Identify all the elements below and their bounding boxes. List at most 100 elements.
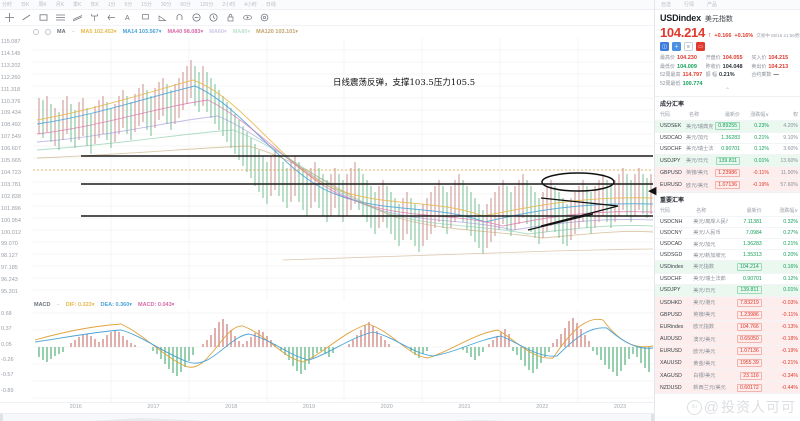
table-row[interactable]: XAGUSD 白银/美元 23.116 -0.34%	[655, 369, 800, 382]
ma-legend[interactable]: MA − MA5 102.453▾ MA14 103.567▾ MA40 98.…	[0, 26, 654, 38]
timeframe-strip[interactable]: 分时 日K 周K 月K 季K 年K 1分 5分 15分 30分 60分 120分…	[0, 0, 654, 10]
timeframe-item[interactable]: 日K	[21, 2, 30, 8]
ma-item-ma14[interactable]: MA14 103.567▾	[122, 29, 162, 35]
ma-item-ma120[interactable]: MA120 103.101▾	[256, 29, 299, 35]
col-change[interactable]: 涨跌幅∨	[779, 208, 798, 215]
range-handle-right[interactable]	[651, 414, 654, 421]
zoom-out-icon[interactable]	[191, 13, 201, 23]
price-plot-area[interactable]: 115.087 114.145 113.202 112.260 111.318 110.3…	[0, 38, 656, 300]
table-row[interactable]: USDindex 美元指数 104.214 0.16%	[655, 260, 800, 274]
cell-code[interactable]: USDSEK	[660, 123, 682, 130]
channel-icon[interactable]	[72, 13, 82, 23]
table-row[interactable]: USDHKD 美元/港元 7.83219 -0.03%	[655, 296, 800, 309]
range-handle-left[interactable]	[0, 414, 3, 421]
cell-code[interactable]: USDCNH	[660, 218, 683, 225]
table-row[interactable]: EURUSD 欧元/美元 1.07136 -0.19%	[655, 345, 800, 358]
timeframe-item[interactable]: 4小时	[244, 2, 257, 8]
clock-icon[interactable]	[208, 13, 218, 23]
col-weight[interactable]: 权	[792, 112, 798, 118]
timeframe-item[interactable]: 2小时	[222, 2, 236, 8]
ma-item-ma60[interactable]: MA60▾	[209, 29, 227, 35]
delete-icon[interactable]: ▭	[696, 42, 705, 51]
col-name[interactable]: 名称	[689, 112, 700, 118]
ma-item-ma80[interactable]: MA80▾	[232, 29, 251, 35]
col-change[interactable]: 涨跌幅∨	[750, 112, 769, 118]
fib-icon[interactable]	[55, 13, 65, 23]
table-row[interactable]: USDCNY 美元/人民币 7.0984 0.27%	[655, 227, 800, 239]
side-tab-products[interactable]: 产品	[707, 2, 718, 8]
table-row[interactable]: USDJPY 美元/日元 139.811 0.01%	[655, 284, 800, 297]
table-row[interactable]: NZDUSD 新西兰元/美元 0.60172 -0.44%	[655, 381, 800, 394]
eye-icon[interactable]	[242, 13, 252, 23]
cell-code[interactable]: USDCHF	[660, 145, 682, 152]
timeframe-item[interactable]: 月K	[55, 2, 65, 8]
side-tab-quotes[interactable]: 行情	[684, 2, 695, 8]
timeframe-item[interactable]: 1分	[107, 2, 116, 8]
magnet-icon[interactable]	[174, 13, 184, 23]
components-fx-table[interactable]: 代码 名称 最新价 涨跌幅∨ 权 USDSEK 美元/瑞典克朗0.89255 0.2…	[655, 110, 800, 192]
macd-plot-area[interactable]: 0.68 0.37 0.05 -0.26 -0.57 -0.89	[0, 310, 654, 402]
timeframe-item[interactable]: 30分	[160, 2, 172, 8]
table-row[interactable]: USDCAD 美元/加元 1.36283 0.21% 9.10%	[655, 132, 800, 144]
cell-code[interactable]: GBPUSD	[660, 169, 682, 176]
cell-code[interactable]: USDCAD	[660, 241, 682, 248]
side-tabs[interactable]: 自选 行情 产品	[655, 0, 800, 10]
table-row[interactable]: USDSGD 美元/新加坡元 1.35313 0.20%	[655, 250, 800, 261]
chart-icon[interactable]: ◫	[660, 42, 669, 51]
crosshair-icon[interactable]	[4, 13, 14, 23]
alert-icon[interactable]: ≡	[684, 42, 693, 51]
cell-code[interactable]: USDSGD	[660, 252, 683, 259]
cell-code[interactable]: XAUUSD	[660, 360, 682, 367]
ma-settings-icon[interactable]	[33, 29, 39, 35]
timeframe-item[interactable]: 5分	[124, 2, 133, 8]
timeframe-item[interactable]: 60分	[180, 2, 191, 8]
table-row[interactable]: USDSEK 美元/瑞典克朗0.89255 0.23% 4.20%	[655, 120, 800, 133]
cell-code[interactable]: USDCAD	[660, 134, 682, 141]
ma-visibility-icon[interactable]	[45, 29, 51, 35]
cell-code[interactable]: XAGUSD	[660, 372, 682, 379]
range-navigator[interactable]	[0, 413, 654, 421]
table-row[interactable]: EURUSD 欧元/美元 1.07136 -0.19% 57.60%	[655, 178, 800, 192]
ma-item-ma5[interactable]: MA5 102.453▾	[80, 29, 117, 35]
settings-icon[interactable]	[259, 13, 269, 23]
macd-item-dif[interactable]: DIF: 0.323▾	[65, 302, 95, 308]
table-row[interactable]: USDCHF 美元/瑞士法郎 0.90701 0.12% 3.60%	[655, 143, 800, 155]
add-icon[interactable]: ＋	[672, 42, 681, 51]
timeframe-item[interactable]: 季K	[73, 2, 82, 8]
macd-item-macd[interactable]: MACD: 0.043▾	[138, 302, 175, 308]
timeframe-item[interactable]: 年K	[90, 2, 99, 8]
table-row[interactable]: USDCAD 美元/加元 1.36283 0.21%	[655, 239, 800, 250]
macd-legend[interactable]: MACD − DIF: 0.323▾ DEA: 0.360▾ MACD: 0.0…	[0, 300, 654, 310]
cell-code[interactable]: EURUSD	[660, 182, 682, 189]
pitchfork-icon[interactable]	[89, 13, 99, 23]
timeframe-item[interactable]: 周K	[38, 2, 47, 8]
lock-icon[interactable]	[225, 13, 235, 23]
line-icon[interactable]	[21, 13, 31, 23]
text-icon[interactable]: A	[123, 13, 133, 23]
timeframe-item[interactable]: 15分	[141, 2, 152, 8]
table-row[interactable]: USDCHF 美元/瑞士法郎 0.90701 0.12%	[655, 273, 800, 285]
price-plot[interactable]	[33, 38, 654, 300]
cell-code[interactable]: EURUSD	[660, 348, 682, 355]
cell-code[interactable]: AUDUSD	[660, 336, 682, 343]
arrow-icon[interactable]	[106, 13, 116, 23]
table-row[interactable]: USDJPY 美元/日元 139.811 0.01% 13.60%	[655, 154, 800, 167]
symbol-action-buttons[interactable]: ◫ ＋ ≡ ▭	[655, 40, 800, 52]
macd-plot[interactable]	[33, 310, 654, 402]
flag-icon[interactable]	[140, 13, 150, 23]
table-row[interactable]: GBPUSD 英镑/美元 1.23986 -0.11%	[655, 308, 800, 321]
col-code[interactable]: 代码	[660, 208, 671, 215]
ma-item-ma40[interactable]: MA40 98.083▾	[167, 29, 204, 35]
table-row[interactable]: GBPUSD 英镑/美元 1.23986 -0.11% 11.90%	[655, 166, 800, 179]
col-name[interactable]: 名称	[696, 208, 707, 215]
timeframe-item[interactable]: 120分	[199, 2, 214, 8]
table-row[interactable]: AUDUSD 澳元/美元 0.65050 -0.18%	[655, 333, 800, 346]
drawing-toolbar[interactable]: A	[0, 10, 654, 26]
table-row[interactable]: EURindex 欧元指数 104.766 -0.13%	[655, 320, 800, 333]
rect-icon[interactable]	[38, 13, 48, 23]
cell-code[interactable]: NZDUSD	[660, 384, 682, 391]
table-row[interactable]: USDCNH 美元/离岸人民币 7.11381 0.32%	[655, 216, 800, 228]
cell-code[interactable]: USDHKD	[660, 299, 682, 306]
macd-item-dea[interactable]: DEA: 0.360▾	[100, 302, 133, 308]
cell-code[interactable]: USDCNY	[660, 229, 682, 236]
